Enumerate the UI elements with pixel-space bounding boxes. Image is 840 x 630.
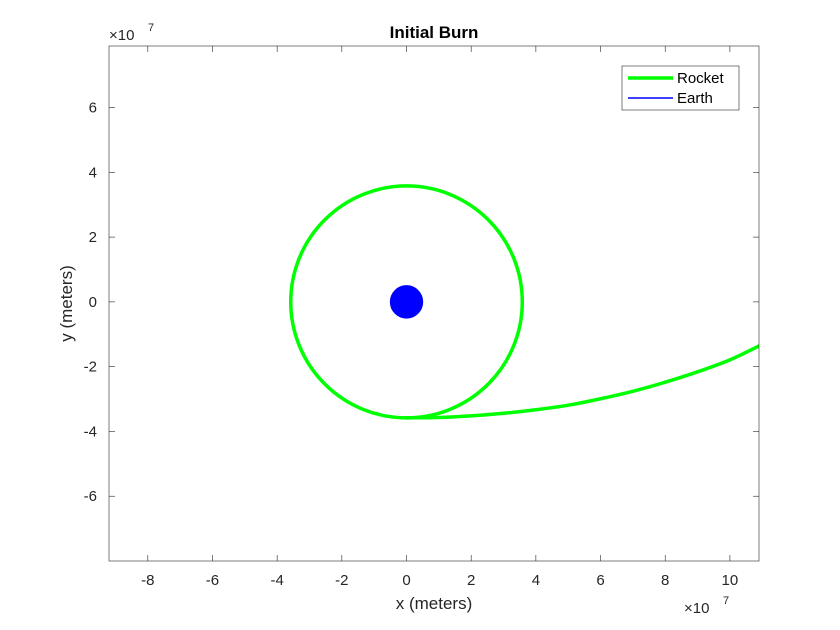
- y-tick-label: -2: [84, 359, 97, 376]
- x-tick-label: 4: [532, 572, 540, 589]
- legend: Rocket Earth: [621, 65, 740, 111]
- x-axis-exponent: ×10 7: [684, 595, 729, 617]
- plot-area: [109, 46, 759, 561]
- y-tick-label: 6: [89, 100, 97, 117]
- x-axis-label: x (meters): [396, 594, 473, 613]
- x-tick-label: 6: [596, 572, 604, 589]
- y-tick-label: 4: [89, 164, 97, 181]
- y-tick-label: 0: [89, 294, 97, 311]
- x-tick-label: 0: [402, 572, 410, 589]
- y-axis-exponent: ×10 7: [109, 22, 154, 44]
- x-tick-label: -2: [335, 572, 348, 589]
- y-tick-label: 2: [89, 229, 97, 246]
- y-exponent-base: ×10: [109, 27, 134, 44]
- chart-title: Initial Burn: [390, 23, 479, 42]
- x-exponent-power: 7: [723, 595, 729, 607]
- x-tick-label: -6: [206, 572, 219, 589]
- y-exponent-power: 7: [148, 22, 154, 34]
- y-tick-label: -6: [84, 488, 97, 505]
- axes-box: [108, 45, 760, 562]
- legend-box: [621, 65, 740, 111]
- legend-label-earth: Earth: [677, 90, 713, 107]
- x-tick-label: 2: [467, 572, 475, 589]
- x-tick-label: 10: [722, 572, 739, 589]
- y-tick-label: -4: [84, 423, 97, 440]
- rocket-escape-trajectory: [404, 344, 759, 420]
- x-tick-label: -4: [270, 572, 283, 589]
- data-layer: [288, 184, 759, 420]
- y-axis-label: y (meters): [57, 265, 76, 342]
- x-tick-label: 8: [661, 572, 669, 589]
- x-tick-label: -8: [141, 572, 154, 589]
- x-exponent-base: ×10: [684, 600, 709, 617]
- tick-layer: -8 -6 -4 -2 0 2 4 6 8 10 -6 -4 -2 0 2 4 6: [84, 46, 759, 589]
- legend-label-rocket: Rocket: [677, 70, 725, 87]
- earth-marker: [389, 285, 424, 319]
